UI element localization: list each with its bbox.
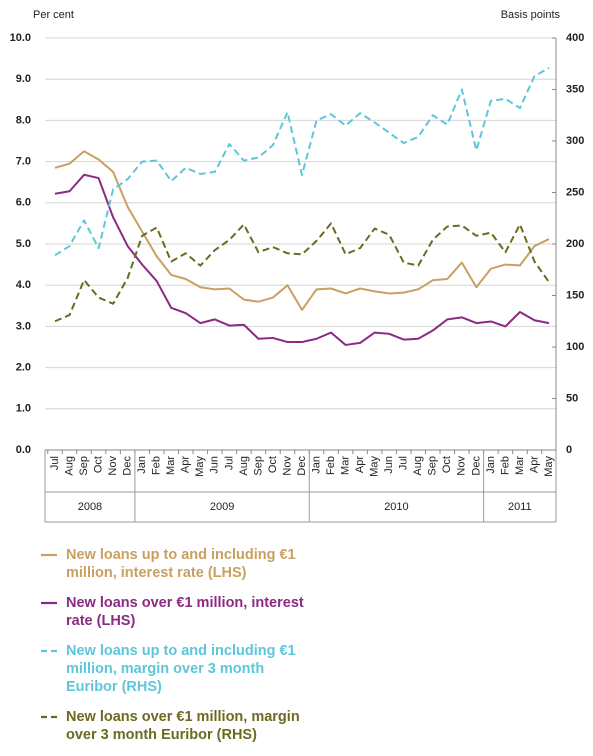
x-tick-label: Jun [383, 456, 395, 474]
x-tick-label: Oct [441, 456, 453, 473]
series-line [54, 67, 550, 257]
x-tick-label: May [369, 456, 381, 477]
y2-tick-label: 250 [566, 186, 584, 198]
legend-swatch [41, 715, 57, 719]
x-tick-label: Nov [456, 456, 468, 476]
x-tick-label: May [543, 456, 555, 477]
x-tick-label: Jan [485, 456, 497, 474]
y-tick-label: 7.0 [16, 156, 31, 168]
x-tick-label: Dec [470, 456, 482, 476]
x-tick-label: Jan [310, 456, 322, 474]
x-tick-label: Feb [325, 456, 337, 475]
x-tick-label: Sep [78, 456, 90, 476]
y2-tick-label: 300 [566, 135, 584, 147]
x-tick-label: Aug [63, 456, 75, 476]
x-tick-label: Aug [412, 456, 424, 476]
legend-item: New loans up to and including €1 million… [40, 642, 460, 696]
y2-tick-label: 350 [566, 83, 584, 95]
series-line [54, 150, 550, 311]
legend-swatch [41, 601, 57, 605]
year-label: 2010 [384, 501, 408, 513]
y-tick-label: 5.0 [16, 238, 31, 250]
y-axis-label: Per cent [33, 9, 74, 21]
x-tick-label: Jan [136, 456, 148, 474]
x-tick-label: Nov [281, 456, 293, 476]
legend-swatch [41, 553, 57, 557]
legend-label: New loans over €1 million, interest rate… [66, 595, 304, 629]
legend-label: New loans over €1 million, margin over 3… [66, 709, 300, 743]
page: Per cent Basis points 0.0 1.0 2.0 3.0 4.0 5.0… [9, 8, 585, 743]
y-tick-label: 4.0 [16, 279, 31, 291]
x-tick-label: Feb [151, 456, 163, 475]
y2-tick-label: 0 [566, 444, 572, 456]
legend-item: New loans over €1 million, margin over 3… [40, 708, 460, 744]
series-line [54, 173, 550, 346]
x-tick-label: May [194, 456, 206, 477]
x-tick-label: Jun [209, 456, 221, 474]
legend-swatch [41, 649, 57, 653]
y-tick-label: 9.0 [16, 73, 31, 85]
legend-label: New loans up to and including €1 million… [66, 643, 296, 695]
x-tick-label: Jul [398, 456, 410, 470]
x-tick-label: Jul [223, 456, 235, 470]
x-tick-label: Mar [514, 456, 526, 475]
year-label: 2009 [210, 501, 234, 513]
series-line [54, 222, 550, 323]
y2-tick-label: 200 [566, 238, 584, 250]
y2-tick-label: 400 [566, 32, 584, 44]
y2-tick-label: 100 [566, 341, 584, 353]
x-tick-label: Mar [165, 456, 177, 475]
x-tick-label: Jul [49, 456, 61, 470]
x-tick-label: Mar [339, 456, 351, 475]
legend-item: New loans up to and including €1 million… [40, 546, 460, 582]
x-tick-label: Dec [122, 456, 134, 476]
legend-item: New loans over €1 million, interest rate… [40, 594, 460, 630]
x-tick-label: Aug [238, 456, 250, 476]
year-label: 2008 [78, 501, 102, 513]
x-tick-label: Apr [180, 456, 192, 473]
x-tick-label: Sep [427, 456, 439, 476]
y-tick-label: 3.0 [16, 320, 31, 332]
y-tick-label: 2.0 [16, 362, 31, 374]
x-tick-label: Oct [267, 456, 279, 473]
x-tick-label: Apr [528, 456, 540, 473]
x-tick-label: Oct [92, 456, 104, 473]
y-tick-label: 10.0 [10, 32, 31, 44]
y-tick-label: 6.0 [16, 197, 31, 209]
legend: New loans up to and including €1 million… [40, 546, 460, 756]
y2-tick-label: 150 [566, 289, 584, 301]
y-tick-label: 1.0 [16, 403, 31, 415]
x-tick-label: Apr [354, 456, 366, 473]
y2-tick-label: 50 [566, 392, 578, 404]
chart: Per cent Basis points 0.0 1.0 2.0 3.0 4.0 5.0… [10, 9, 584, 523]
y2-axis-label: Basis points [501, 9, 561, 21]
x-tick-label: Feb [499, 456, 511, 475]
x-tick-label: Dec [296, 456, 308, 476]
x-tick-label: Nov [107, 456, 119, 476]
y-tick-label: 0.0 [16, 444, 31, 456]
x-tick-label: Sep [252, 456, 264, 476]
legend-label: New loans up to and including €1 million… [66, 547, 296, 581]
year-label: 2011 [508, 501, 532, 513]
y-tick-label: 8.0 [16, 114, 31, 126]
